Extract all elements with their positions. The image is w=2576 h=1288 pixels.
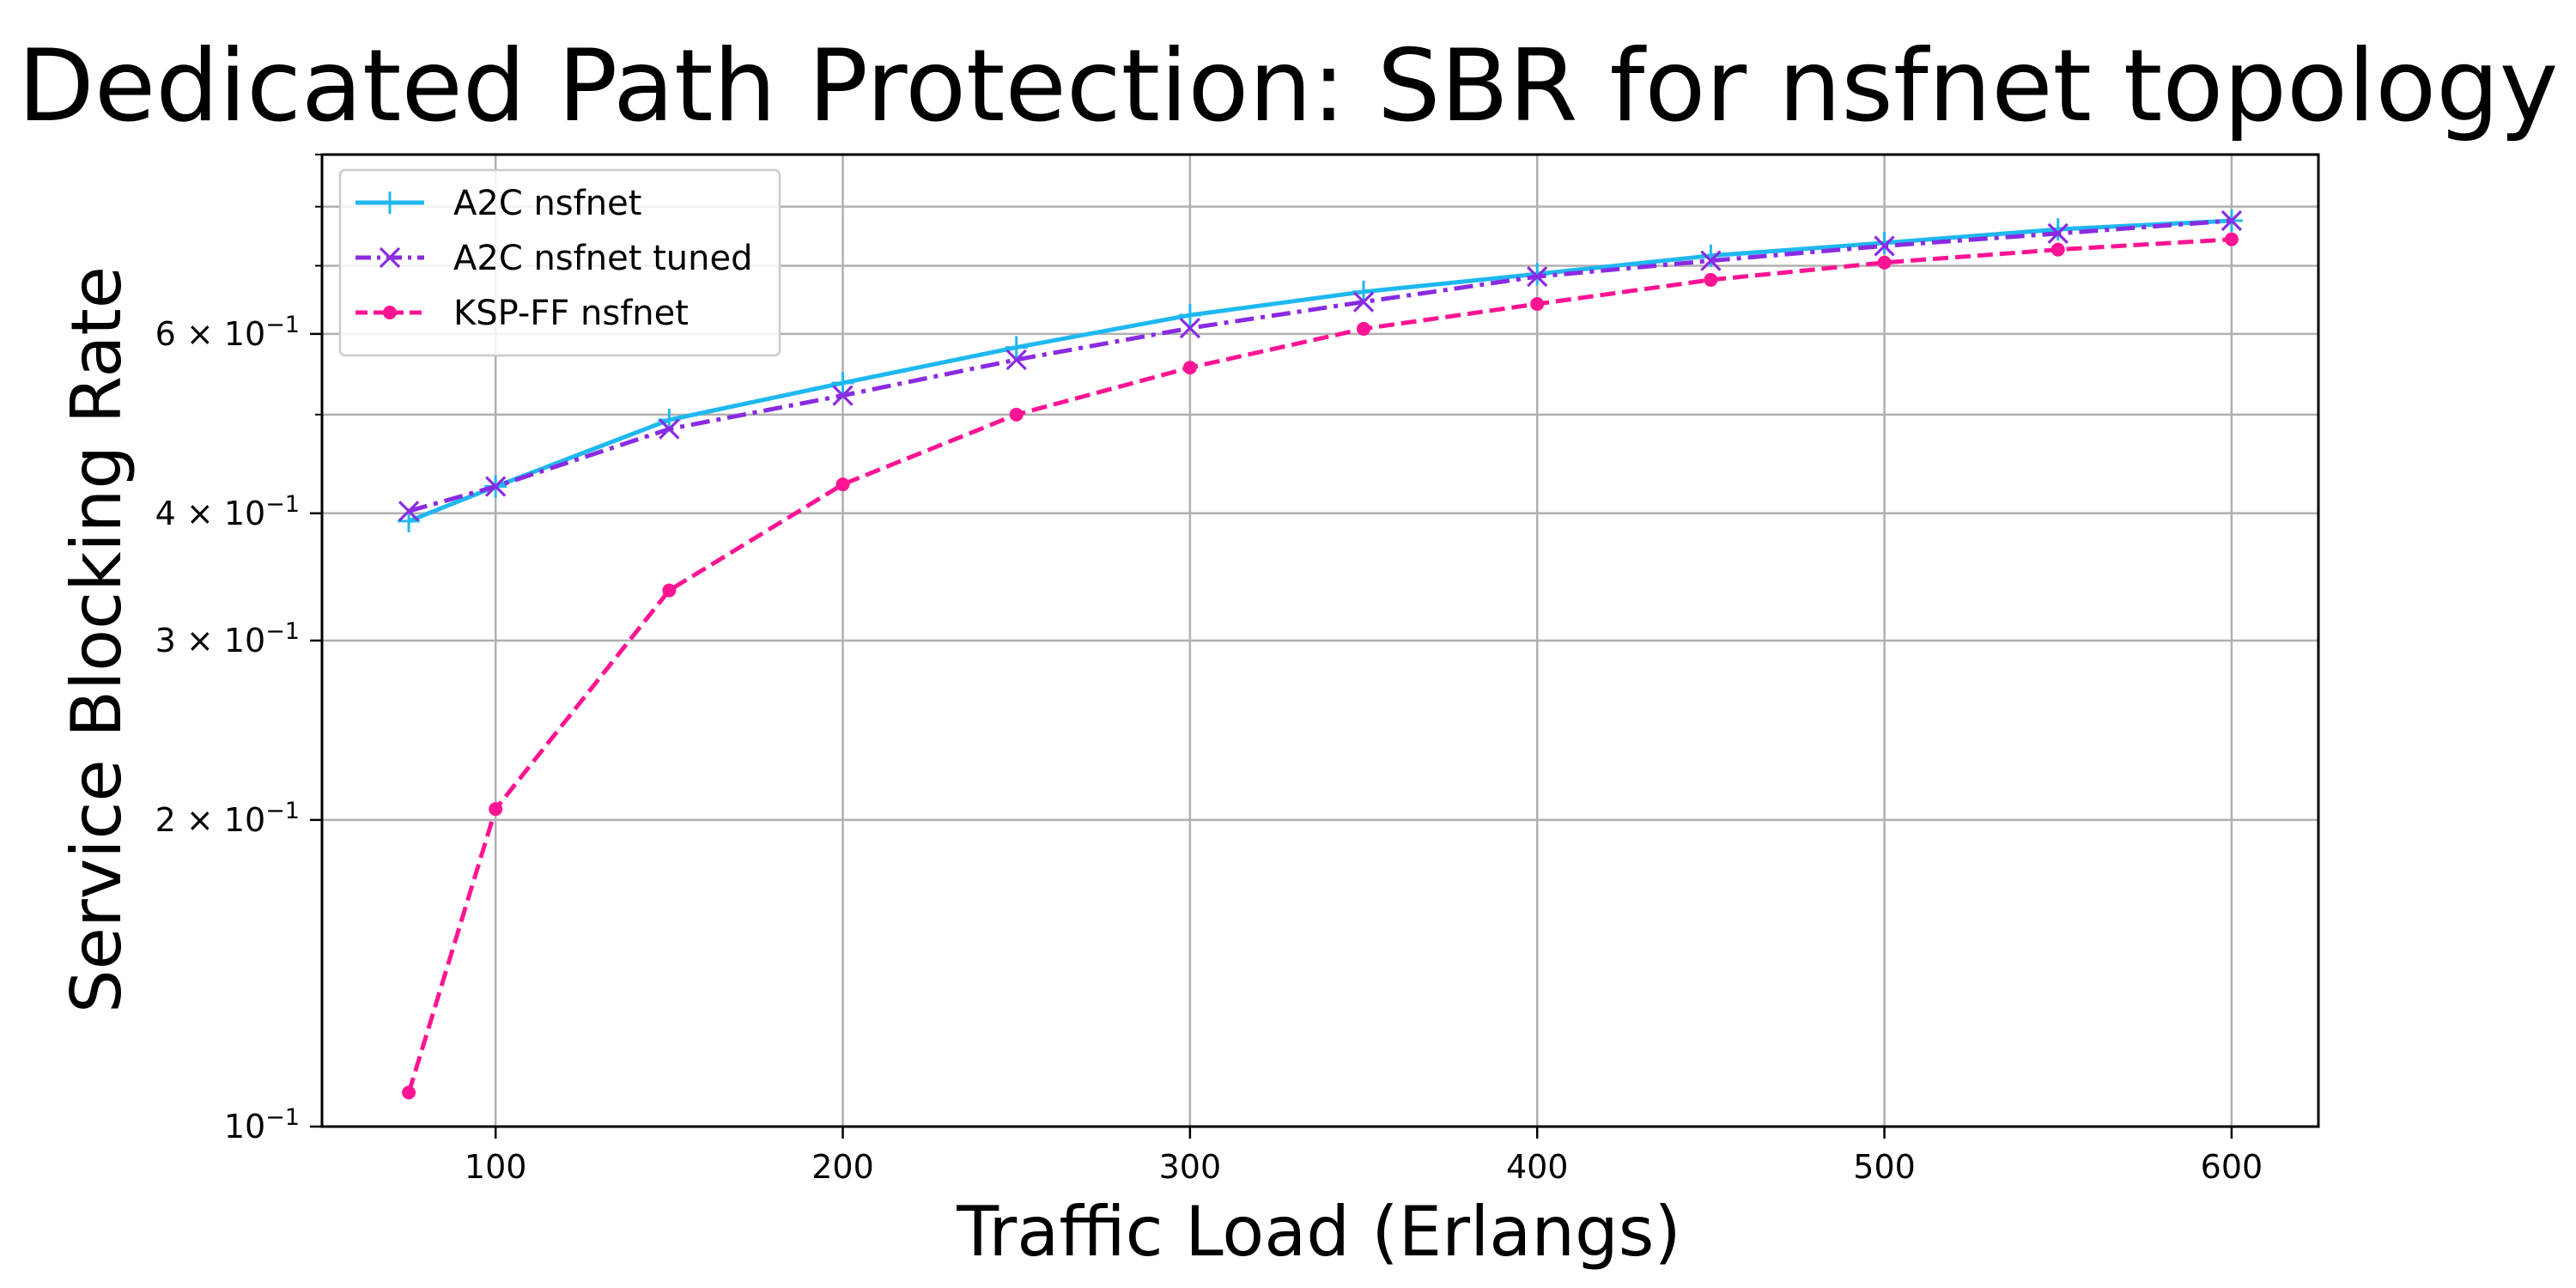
data-point bbox=[831, 372, 854, 395]
legend-label: KSP-FF nsfnet bbox=[453, 294, 689, 333]
data-point bbox=[1357, 321, 1371, 336]
legend-marker bbox=[379, 246, 401, 269]
legend-label: A2C nsfnet tuned bbox=[453, 239, 752, 278]
data-point bbox=[1704, 272, 1718, 287]
legend-box bbox=[338, 168, 781, 357]
data-point bbox=[1873, 231, 1896, 254]
data-point bbox=[1179, 317, 1201, 339]
series-2 bbox=[398, 210, 2243, 522]
y-tick-mantissa: 6 × 10 bbox=[155, 315, 266, 353]
x-tick-label: 400 bbox=[1506, 1148, 1569, 1186]
data-point bbox=[659, 418, 680, 440]
legend-entry: KSP-FF nsfnet bbox=[355, 294, 689, 333]
data-point bbox=[1352, 280, 1376, 303]
data-point bbox=[1005, 349, 1027, 371]
y-axis-label: Service Blocking Rate bbox=[57, 266, 137, 1013]
data-point bbox=[2224, 232, 2239, 246]
data-point bbox=[1352, 291, 1375, 313]
data-point bbox=[1530, 297, 1545, 312]
data-point bbox=[2047, 222, 2069, 245]
series-line bbox=[408, 218, 2233, 524]
legend: A2C nsfnet A2C nsfnet tuned KSP-FF nsfnet bbox=[338, 168, 781, 357]
legend-entry: A2C nsfnet tuned bbox=[355, 239, 752, 278]
y-tick-label: 4 × 10−1 bbox=[155, 491, 300, 532]
data-point bbox=[2046, 218, 2069, 241]
y-tick-exponent: −1 bbox=[265, 798, 300, 824]
data-point bbox=[398, 501, 420, 522]
data-point bbox=[832, 385, 854, 406]
x-tick-label: 100 bbox=[465, 1148, 527, 1186]
data-point bbox=[1877, 255, 1892, 270]
data-point bbox=[1874, 235, 1895, 257]
y-tick-exponent: −1 bbox=[265, 618, 300, 645]
x-tick-label: 200 bbox=[811, 1148, 874, 1186]
y-tick-exponent: −1 bbox=[265, 312, 300, 338]
legend-entry: A2C nsfnet bbox=[355, 184, 641, 223]
y-tick-mantissa: 3 × 10 bbox=[155, 622, 266, 659]
x-tick-label: 300 bbox=[1159, 1148, 1222, 1186]
series-layer bbox=[398, 210, 2243, 1100]
y-tick-label: 2 × 10−1 bbox=[155, 798, 300, 839]
x-tick-label: 600 bbox=[2201, 1148, 2263, 1186]
data-point bbox=[835, 477, 850, 492]
data-point bbox=[2221, 210, 2243, 232]
data-point bbox=[2050, 242, 2065, 257]
data-point bbox=[1182, 361, 1197, 375]
legend-marker bbox=[379, 191, 401, 214]
data-point bbox=[1527, 266, 1548, 288]
legend-label: A2C nsfnet bbox=[453, 184, 641, 223]
y-tick-label: 6 × 10−1 bbox=[155, 312, 300, 353]
data-point bbox=[662, 583, 677, 598]
series-3 bbox=[402, 232, 2239, 1100]
data-point bbox=[485, 476, 507, 497]
y-tick-mantissa: 2 × 10 bbox=[155, 801, 266, 839]
y-tick-exponent: −1 bbox=[265, 1104, 300, 1131]
y-tick-exponent: −1 bbox=[265, 491, 300, 518]
y-tick-label: 10−1 bbox=[224, 1104, 300, 1145]
series-line bbox=[406, 237, 2233, 1094]
chart-title: Dedicated Path Protection: SBR for nsfne… bbox=[18, 28, 2559, 144]
data-point bbox=[398, 509, 421, 532]
y-tick-mantissa: 4 × 10 bbox=[155, 495, 266, 532]
data-point bbox=[1178, 304, 1201, 327]
series-line bbox=[408, 218, 2233, 513]
x-axis-label: Traffic Load (Erlangs) bbox=[956, 1192, 1680, 1272]
y-tick-label: 3 × 10−1 bbox=[155, 618, 300, 659]
x-tick-label: 500 bbox=[1853, 1148, 1916, 1186]
data-point bbox=[402, 1085, 416, 1100]
y-tick-mantissa: 10 bbox=[224, 1108, 265, 1145]
data-point bbox=[1700, 250, 1722, 271]
data-point bbox=[489, 802, 503, 817]
data-point bbox=[1005, 336, 1028, 359]
data-point bbox=[1009, 407, 1024, 422]
legend-marker bbox=[383, 306, 397, 319]
data-point bbox=[1699, 244, 1722, 267]
